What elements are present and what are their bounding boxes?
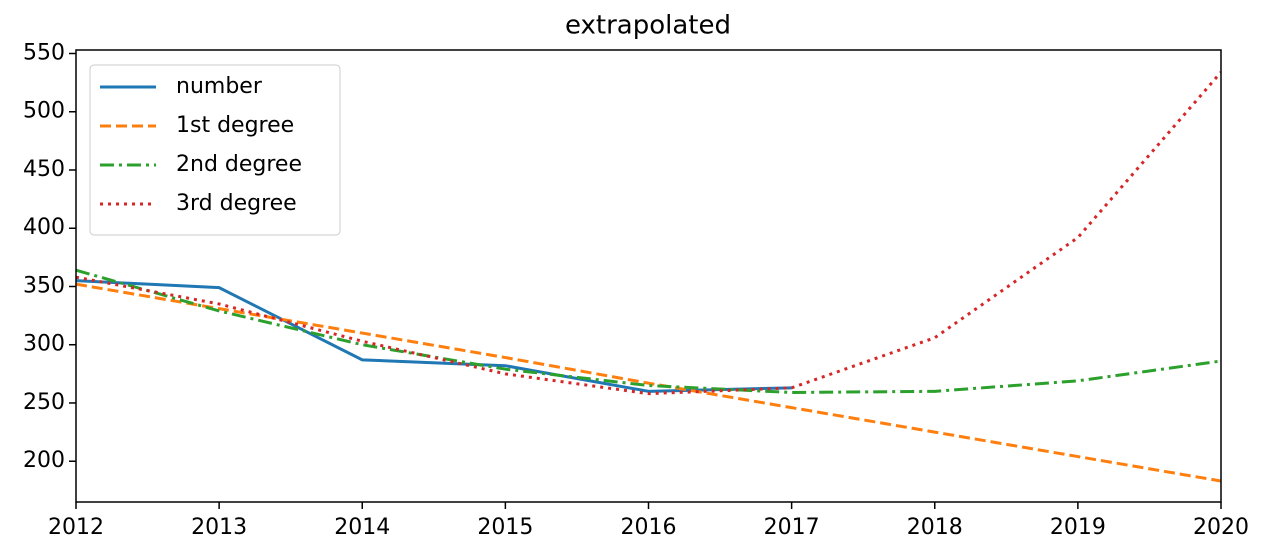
legend-label: 3rd degree [176,191,297,216]
y-tick-label: 200 [23,448,65,473]
series-line [76,268,1221,394]
legend-label: 2nd degree [176,152,302,177]
x-tick-label: 2016 [621,515,677,540]
x-tick-label: 2020 [1193,515,1249,540]
y-tick-label: 550 [23,40,65,65]
legend-label: 1st degree [176,113,294,138]
x-tick-label: 2013 [191,515,247,540]
series-line [76,282,1221,483]
y-tick-label: 350 [23,273,65,298]
y-tick-label: 450 [23,157,65,182]
y-tick-label: 250 [23,390,65,415]
x-tick-label: 2019 [1050,515,1106,540]
x-tick-label: 2014 [334,515,390,540]
series-line [76,71,1221,396]
x-tick-label: 2015 [477,515,533,540]
y-tick-label: 300 [23,332,65,357]
legend-label: number [176,74,263,99]
plot-frame [75,49,1222,503]
x-tick-label: 2017 [764,515,820,540]
legend-box [89,64,341,236]
x-tick-label: 2018 [907,515,963,540]
chart-title: extrapolated [565,11,731,41]
x-tick-label: 2012 [48,515,104,540]
series-line [76,279,792,393]
y-tick-label: 500 [23,99,65,124]
y-tick-label: 400 [23,215,65,240]
